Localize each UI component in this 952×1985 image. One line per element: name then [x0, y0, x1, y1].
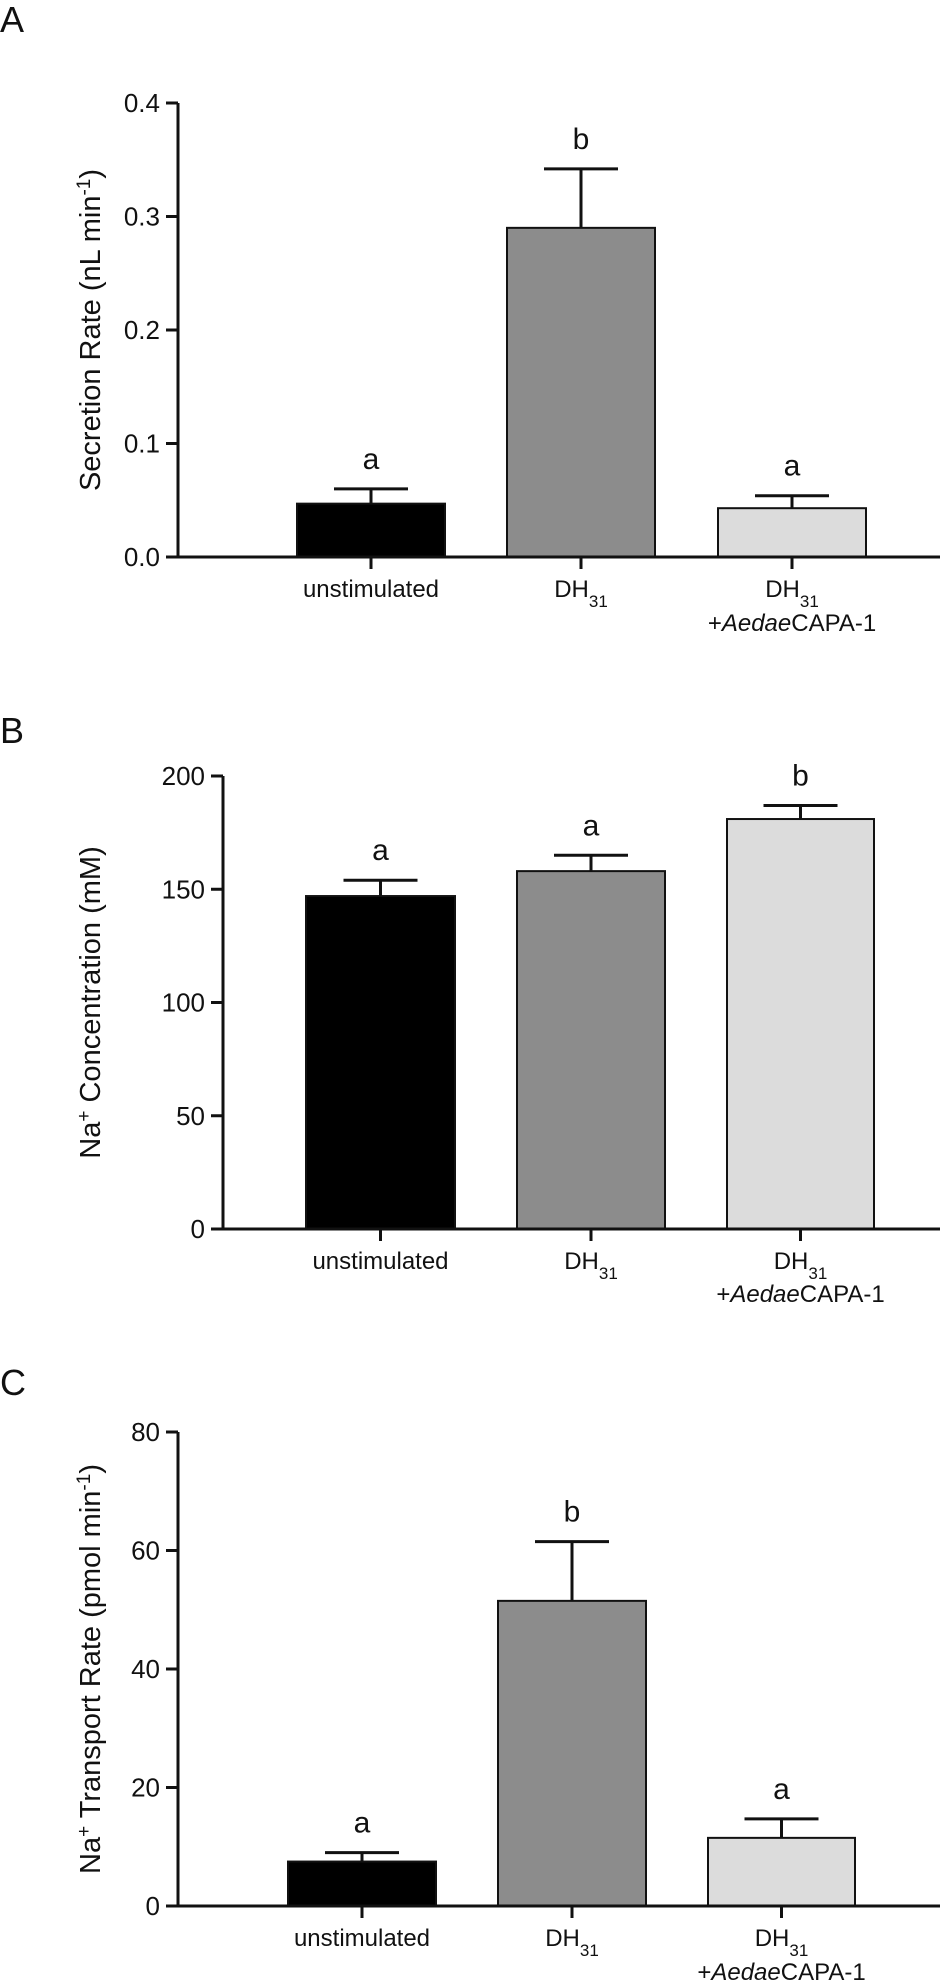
y-tick-label: 40 — [131, 1654, 160, 1684]
category-label-3-line2: +AedaeCAPA-1 — [708, 610, 876, 637]
bar-2 — [516, 870, 666, 1230]
y-tick-label: 20 — [131, 1773, 160, 1803]
bar-1 — [305, 895, 456, 1230]
bar-3 — [717, 507, 867, 559]
category-label-2: DH31 — [564, 1248, 618, 1283]
category-label-3-line2: +AedaeCAPA-1 — [716, 1281, 884, 1308]
category-label-1: unstimulated — [303, 576, 439, 603]
category-label-2: DH31 — [545, 1925, 599, 1960]
significance-label-3: a — [773, 1773, 790, 1806]
bar-1 — [287, 1860, 437, 1907]
panel-letter: A — [0, 0, 24, 40]
y-tick-label: 0.1 — [124, 429, 160, 459]
significance-label-2: b — [573, 123, 590, 156]
y-tick-label: 0.0 — [124, 542, 160, 572]
y-tick-label: 150 — [162, 874, 205, 904]
y-axis-label: Na+ Concentration (mM) — [74, 846, 108, 1159]
bar-1 — [296, 502, 446, 558]
y-tick-label: 50 — [176, 1101, 205, 1131]
significance-label-1: a — [372, 834, 389, 867]
category-label-3: DH31 — [774, 1248, 828, 1283]
y-axis-label: Na+ Transport Rate (pmol min-1) — [74, 1464, 108, 1874]
bar-2 — [506, 226, 656, 558]
y-tick-label: 0.3 — [124, 202, 160, 232]
y-tick-label: 200 — [162, 761, 205, 791]
bar-3 — [707, 1836, 856, 1908]
significance-label-1: a — [354, 1807, 371, 1840]
category-label-2: DH31 — [554, 576, 608, 611]
category-label-1: unstimulated — [294, 1925, 430, 1952]
significance-label-2: b — [564, 1496, 581, 1529]
category-label-3: DH31 — [755, 1925, 809, 1960]
panel-letter: B — [0, 710, 24, 751]
y-tick-label: 0 — [191, 1214, 205, 1244]
y-tick-label: 100 — [162, 988, 205, 1018]
panel-letter: C — [0, 1362, 26, 1403]
y-axis-label: Secretion Rate (nL min-1) — [74, 169, 108, 491]
y-tick-label: 60 — [131, 1536, 160, 1566]
category-label-3: DH31 — [765, 576, 819, 611]
significance-label-1: a — [363, 443, 380, 476]
y-tick-label: 0.4 — [124, 88, 160, 118]
y-tick-label: 0.2 — [124, 315, 160, 345]
y-tick-label: 0 — [146, 1891, 160, 1921]
category-label-1: unstimulated — [312, 1248, 448, 1275]
bar-2 — [497, 1599, 647, 1908]
significance-label-3: b — [792, 759, 809, 792]
category-label-3-line2: +AedaeCAPA-1 — [697, 1959, 865, 1985]
bar-3 — [726, 818, 875, 1230]
significance-label-2: a — [583, 809, 600, 842]
significance-label-3: a — [784, 450, 801, 483]
y-tick-label: 80 — [131, 1417, 160, 1447]
